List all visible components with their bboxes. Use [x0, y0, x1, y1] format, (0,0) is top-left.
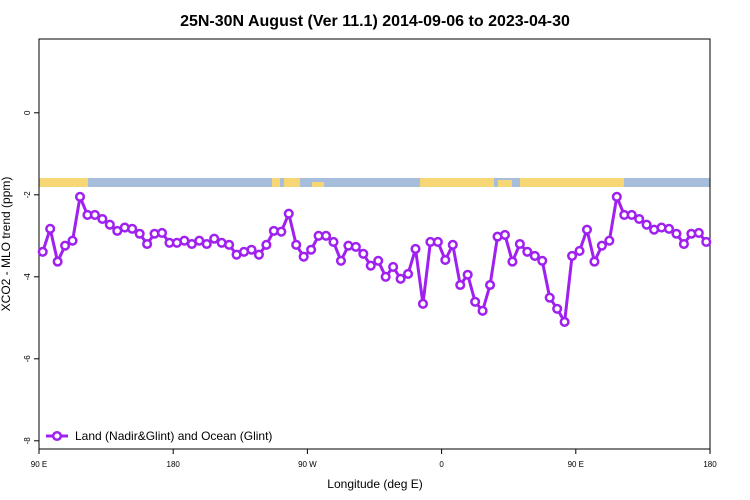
point: [209, 233, 220, 244]
land: [39, 178, 88, 187]
point: [142, 238, 153, 250]
y-tick-label: -6: [23, 355, 32, 363]
point: [477, 305, 488, 316]
point: [45, 223, 56, 234]
point: [417, 298, 429, 309]
ocean: [39, 178, 710, 187]
x-tick-label: 90 E: [568, 460, 584, 469]
point: [574, 245, 585, 257]
point: [604, 235, 615, 246]
legend-label: Land (Nadir&Glint) and Ocean (Glint): [75, 429, 272, 443]
point: [74, 191, 86, 202]
point: [60, 240, 71, 251]
point: [559, 316, 570, 327]
point: [373, 255, 384, 266]
point: [544, 292, 555, 303]
point: [403, 268, 414, 279]
point: [552, 303, 563, 314]
point: [529, 250, 540, 261]
point: [507, 256, 518, 267]
point: [581, 224, 593, 235]
point: [283, 208, 294, 219]
point: [671, 228, 682, 239]
x-tick-label: 180: [703, 460, 717, 469]
point: [89, 209, 100, 220]
x-tick-label: 90 W: [298, 460, 317, 469]
land: [312, 182, 324, 187]
point: [224, 239, 235, 250]
y-tick-label: -4: [23, 273, 32, 281]
y-tick-label: -2: [23, 191, 32, 199]
point: [246, 244, 257, 255]
point: [522, 246, 533, 257]
point: [455, 279, 466, 291]
point: [37, 246, 48, 257]
point: [320, 230, 332, 241]
point: [261, 239, 272, 250]
point: [611, 191, 622, 202]
point: [395, 273, 406, 284]
land: [272, 178, 280, 187]
x-tick-label: 0: [439, 460, 444, 469]
point: [641, 219, 652, 230]
point: [589, 256, 600, 267]
land: [520, 178, 624, 187]
point: [134, 228, 145, 239]
y-axis-label: XCO2 - MLO trend (ppm): [0, 177, 13, 312]
land: [498, 180, 512, 187]
point: [298, 251, 309, 262]
point: [67, 235, 78, 246]
point: [693, 227, 704, 238]
legend-marker: [51, 430, 63, 442]
point: [52, 256, 63, 267]
point: [306, 244, 317, 255]
point: [567, 250, 578, 261]
point: [514, 238, 525, 250]
point: [410, 243, 421, 254]
point: [358, 248, 369, 259]
point: [537, 255, 548, 266]
point: [291, 239, 302, 250]
point: [678, 238, 689, 250]
point: [201, 238, 212, 250]
land: [284, 178, 300, 187]
point: [388, 261, 399, 273]
point: [97, 213, 108, 225]
point: [156, 227, 168, 238]
land-ocean-band: [39, 178, 710, 187]
point: [626, 209, 637, 220]
point: [596, 240, 607, 251]
point: [328, 236, 339, 247]
point: [432, 236, 443, 247]
point: [365, 260, 376, 271]
point: [335, 255, 347, 266]
point: [127, 223, 138, 234]
y-tick-label: -8: [23, 437, 32, 445]
point: [253, 249, 264, 260]
x-tick-label: 90 E: [31, 460, 47, 469]
point: [462, 269, 473, 280]
point: [634, 213, 645, 225]
point: [440, 254, 451, 266]
point: [663, 223, 675, 234]
point: [350, 241, 361, 252]
point: [447, 239, 458, 250]
x-tick-label: 180: [167, 460, 181, 469]
point: [485, 279, 496, 291]
point: [470, 296, 481, 307]
chart-title: 25N-30N August (Ver 11.1) 2014-09-06 to …: [180, 13, 570, 30]
point: [499, 229, 511, 241]
point: [276, 226, 287, 237]
point: [380, 271, 391, 282]
y-tick-label: 0: [23, 110, 32, 115]
x-axis-label: Longitude (deg E): [327, 477, 422, 491]
point: [701, 236, 712, 247]
land: [420, 178, 494, 187]
point: [104, 219, 115, 230]
